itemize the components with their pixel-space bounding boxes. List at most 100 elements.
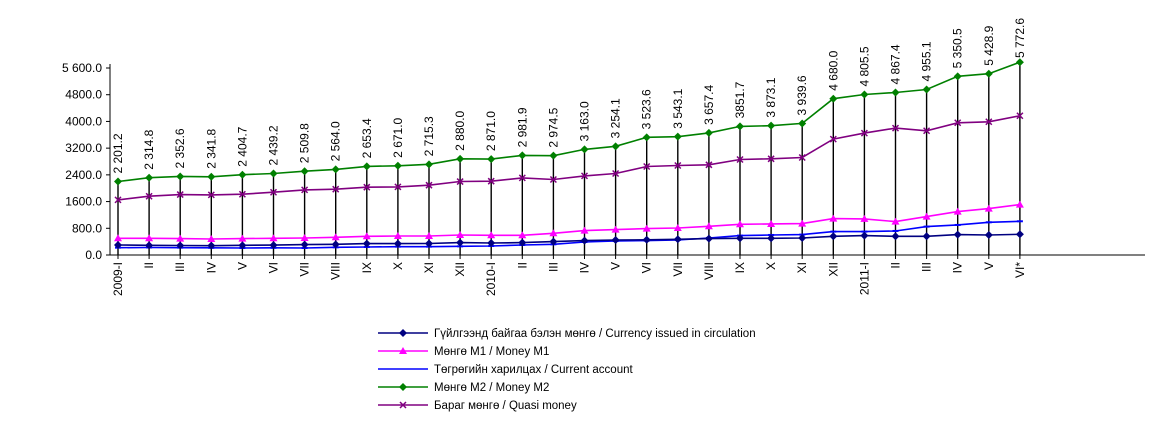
x-tick-label: IV (578, 262, 592, 273)
data-point (829, 94, 838, 103)
data-point (860, 214, 869, 222)
data-label: 2 974.5 (546, 107, 560, 147)
data-point (953, 230, 962, 239)
x-tick-label: IV (951, 262, 965, 273)
data-point (611, 142, 620, 151)
series-line-currency-issued-in-circulation (117, 233, 1020, 247)
data-point (642, 224, 651, 232)
data-point (673, 223, 682, 231)
data-point (301, 186, 309, 194)
data-point (860, 231, 869, 240)
data-point (425, 181, 433, 189)
data-point (518, 231, 527, 239)
data-point (393, 161, 402, 170)
x-tick-label: III (920, 262, 934, 272)
data-point (860, 90, 869, 99)
data-point (580, 236, 589, 245)
data-point (518, 174, 526, 182)
data-point (1015, 58, 1024, 67)
data-label: 2 341.8 (204, 128, 218, 168)
data-point (923, 127, 931, 135)
series-line-money-m1 (118, 203, 1021, 240)
data-point (362, 162, 371, 171)
x-tick-label: VI (640, 262, 654, 273)
data-point (704, 234, 713, 243)
data-point (704, 222, 713, 230)
data-label: 2 352.6 (173, 128, 187, 168)
data-point (393, 239, 402, 248)
data-point (985, 118, 993, 126)
x-tick-label: V (235, 262, 249, 270)
data-point (176, 191, 184, 199)
data-label: 3 163.0 (578, 101, 592, 141)
data-point (736, 220, 744, 228)
x-tick-label: II (142, 262, 156, 269)
data-point (580, 226, 589, 234)
y-tick-label: 0.0 (85, 248, 102, 262)
data-point (331, 240, 340, 249)
data-point (860, 129, 868, 137)
y-tick-label: 3200.0 (65, 141, 102, 155)
x-tick-label: VIII (702, 262, 716, 280)
data-point (425, 231, 433, 239)
y-tick-label: 2400.0 (65, 168, 102, 182)
data-point (642, 235, 651, 244)
data-label: 2 314.8 (142, 129, 156, 169)
data-label: 5 772.6 (1013, 18, 1027, 58)
data-label: 4 680.0 (826, 50, 840, 90)
data-label: 3851.7 (733, 81, 747, 118)
data-point (114, 196, 122, 204)
x-tick-label: XII (826, 262, 840, 277)
data-point (176, 241, 185, 250)
data-point (922, 212, 931, 220)
x-tick-label: XII (453, 262, 467, 277)
legend-label-current-account: Төгрөгийн харилцах / Current account (434, 364, 633, 376)
data-point (891, 217, 900, 225)
data-point (269, 188, 278, 196)
data-point (642, 133, 651, 142)
data-point (518, 151, 527, 160)
x-tick-label: II (889, 262, 903, 269)
data-label: 3 939.6 (795, 75, 809, 115)
data-point (922, 85, 931, 94)
data-point (798, 233, 807, 242)
data-point (922, 232, 931, 241)
data-point (207, 172, 216, 181)
data-point (362, 239, 371, 248)
data-point (829, 135, 837, 143)
data-point (891, 232, 900, 241)
data-label: 3 523.6 (640, 89, 654, 129)
data-point (176, 234, 185, 242)
data-point (767, 155, 775, 163)
data-point (238, 170, 247, 179)
data-point (487, 231, 496, 239)
data-point (207, 241, 216, 250)
data-label: 2 509.8 (298, 123, 312, 163)
x-tick-label: IX (360, 262, 374, 273)
data-point (767, 234, 776, 243)
legend-label-quasi-money: Бараг мөнгө / Quasi money (434, 400, 577, 412)
series-group (114, 58, 1024, 250)
x-tick-label: III (173, 262, 187, 272)
x-tick-label: V (609, 262, 623, 270)
data-point (580, 145, 589, 154)
data-point (145, 241, 154, 250)
data-point (207, 234, 216, 242)
x-tick-label: 2009-I (111, 262, 125, 296)
data-point (829, 214, 838, 222)
legend-label-money-m2: Мөнгө М2 / Money M2 (434, 382, 549, 394)
legend-marker (399, 383, 407, 391)
data-point (300, 167, 309, 176)
y-tick-label: 4000.0 (65, 114, 102, 128)
data-point (487, 155, 496, 164)
x-tick-label: X (764, 262, 778, 270)
data-label: 2 201.2 (111, 133, 125, 173)
y-tick-label: 800.0 (72, 221, 102, 235)
data-point (736, 155, 744, 164)
series-line-money-m2 (117, 61, 1021, 183)
data-point (891, 124, 900, 132)
data-point (1016, 112, 1024, 120)
data-point (456, 230, 465, 238)
data-point (767, 121, 776, 130)
data-point (238, 241, 247, 250)
